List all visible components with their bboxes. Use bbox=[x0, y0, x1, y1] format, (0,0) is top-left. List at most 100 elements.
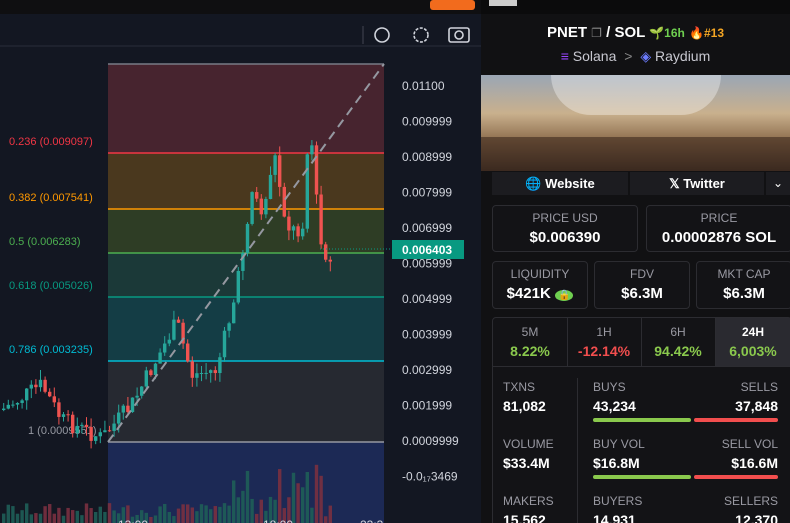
volume-bar bbox=[319, 475, 323, 523]
price-label: 0.005999 bbox=[402, 257, 452, 271]
trend-line bbox=[107, 63, 385, 443]
website-label: Website bbox=[545, 176, 595, 191]
volume-bar bbox=[43, 506, 47, 523]
candle-body bbox=[144, 370, 148, 387]
volume-bar bbox=[84, 503, 89, 523]
tab-change: 6,003% bbox=[729, 343, 777, 359]
candle-body bbox=[107, 430, 112, 432]
candle-body bbox=[199, 372, 204, 374]
candle-body bbox=[89, 427, 93, 441]
tab-5m[interactable]: 5M 8.22% bbox=[493, 318, 568, 366]
candle-body bbox=[310, 145, 314, 155]
candle-body bbox=[195, 373, 199, 378]
sell-value: 37,848 bbox=[735, 398, 778, 414]
tab-24h[interactable]: 24H 6,003% bbox=[716, 318, 790, 366]
volume-bar bbox=[11, 506, 15, 523]
price-label: 0.006999 bbox=[402, 221, 452, 235]
volume-bar bbox=[204, 505, 208, 523]
volume-bar bbox=[61, 515, 66, 523]
candle-body bbox=[282, 186, 286, 217]
volume-bar bbox=[236, 497, 240, 523]
stat-label: TXNS bbox=[503, 380, 536, 394]
candle-body bbox=[186, 343, 190, 362]
price-axis: 0.01100 0.009999 0.008999 0.007999 0.006999 0… bbox=[118, 47, 481, 523]
candle-body bbox=[117, 412, 121, 424]
volume-bar bbox=[291, 472, 296, 523]
top-strip bbox=[0, 0, 481, 14]
orange-button[interactable] bbox=[430, 0, 475, 10]
candle-body bbox=[66, 414, 70, 416]
current-price-badge bbox=[392, 240, 464, 259]
tab-change: 8.22% bbox=[510, 343, 550, 359]
volume-bar bbox=[121, 507, 125, 523]
volume-bar bbox=[89, 508, 93, 523]
volume-bar bbox=[195, 511, 199, 523]
snapshot-icon[interactable] bbox=[448, 27, 470, 43]
volume-bar bbox=[301, 487, 305, 523]
candle-body bbox=[48, 391, 52, 397]
lock-icon: 🔒 bbox=[554, 290, 574, 301]
candle-body bbox=[71, 414, 75, 434]
settings-icon[interactable] bbox=[413, 27, 429, 43]
candle-body bbox=[80, 424, 84, 426]
banner-image bbox=[481, 75, 790, 171]
volume-bar bbox=[149, 516, 153, 523]
candle-body bbox=[135, 395, 139, 398]
candle-body bbox=[190, 361, 194, 378]
candle-body bbox=[328, 259, 332, 262]
fdv-card: FDV $6.3M bbox=[594, 261, 690, 309]
volume-bar bbox=[75, 510, 79, 523]
mktcap-card: MKT CAP $6.3M bbox=[696, 261, 790, 309]
volume-bar bbox=[273, 499, 277, 523]
tab-6h[interactable]: 6H 94.42% bbox=[641, 318, 716, 366]
fib-label: 0.382 (0.007541) bbox=[9, 192, 93, 204]
snapshot-lens bbox=[454, 30, 464, 40]
time-label: 18:00 bbox=[263, 518, 293, 523]
volume-bar bbox=[66, 507, 70, 523]
volume-bar bbox=[209, 509, 213, 523]
volume-bar bbox=[57, 507, 61, 523]
copy-icon[interactable]: ❐ bbox=[591, 26, 602, 40]
candle-body bbox=[158, 352, 162, 364]
candle-body bbox=[273, 155, 277, 175]
candle-body bbox=[29, 384, 33, 389]
volume-bar bbox=[117, 513, 121, 523]
tab-label: 5M bbox=[521, 325, 539, 339]
tab-1h[interactable]: 1H -12.14% bbox=[567, 318, 642, 366]
volume-bar bbox=[186, 504, 190, 523]
volume-bar bbox=[190, 507, 194, 523]
website-button[interactable]: 🌐 Website bbox=[492, 172, 628, 195]
candle-body bbox=[61, 414, 66, 417]
volume-bar bbox=[264, 510, 268, 523]
candle-body bbox=[130, 397, 135, 413]
sell-bar bbox=[694, 475, 778, 479]
buy-bar bbox=[593, 418, 691, 422]
pair-title: PNET ❐ / SOL 🌱16h 🔥#13 bbox=[481, 24, 790, 41]
fib-band bbox=[108, 64, 384, 153]
fib-label: 0.236 (0.009097) bbox=[9, 136, 93, 148]
candle-body bbox=[209, 370, 213, 373]
volume-bar bbox=[20, 510, 24, 523]
twitter-label: Twitter bbox=[683, 176, 725, 191]
stat-value: 81,082 bbox=[503, 398, 546, 414]
tab-change: 94.42% bbox=[654, 343, 702, 359]
more-button[interactable]: ⌄ bbox=[766, 172, 790, 195]
replay-icon[interactable] bbox=[374, 27, 390, 43]
candle-body bbox=[222, 330, 227, 358]
fib-band bbox=[108, 153, 384, 209]
volume-bar bbox=[287, 497, 291, 523]
volume-bar bbox=[126, 505, 130, 523]
buy-label: BUY VOL bbox=[593, 437, 645, 451]
candle-body bbox=[250, 192, 254, 224]
volume-bar bbox=[282, 508, 286, 523]
price-label: 0.008999 bbox=[402, 150, 452, 164]
candle-body bbox=[11, 404, 15, 406]
twitter-button[interactable]: 𝕏 Twitter bbox=[630, 172, 764, 195]
candle-body bbox=[255, 192, 259, 199]
current-price: 0.006403 bbox=[402, 243, 452, 257]
arrow: > bbox=[624, 48, 633, 64]
buy-label: BUYS bbox=[593, 380, 626, 394]
candle-body bbox=[236, 270, 240, 303]
volume-bar bbox=[15, 513, 20, 523]
